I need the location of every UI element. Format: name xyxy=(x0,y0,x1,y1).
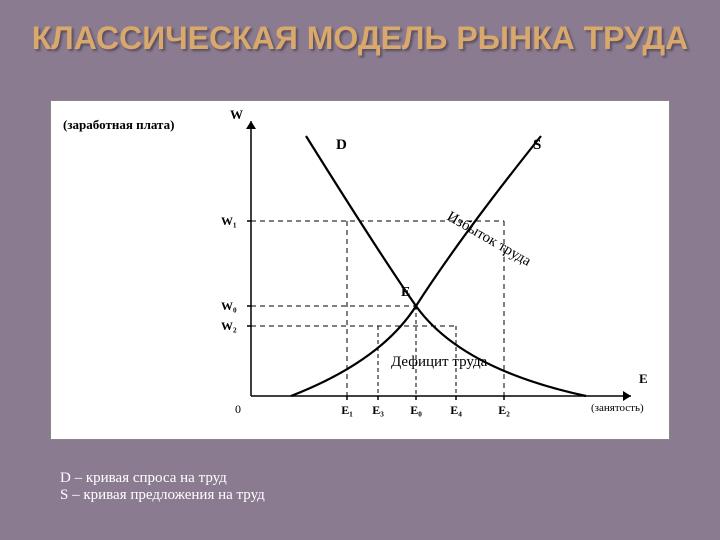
svg-text:W₀: W₀ xyxy=(221,299,237,313)
svg-text:W₂: W₂ xyxy=(221,319,237,333)
svg-text:E: E xyxy=(639,371,648,386)
svg-text:E₂: E₂ xyxy=(498,403,510,417)
slide: КЛАССИЧЕСКАЯ МОДЕЛЬ РЫНКА ТРУДА W (зарабо… xyxy=(0,0,720,540)
svg-text:S: S xyxy=(533,137,541,153)
chart-container: W (заработная плата) E (занятость) 0 W₁ W₀ W₂ E₁… xyxy=(50,100,670,440)
svg-text:Избыток труда: Избыток труда xyxy=(444,209,534,270)
svg-text:Дефицит труда: Дефицит труда xyxy=(391,354,488,370)
svg-text:E₄: E₄ xyxy=(450,403,462,417)
svg-text:(заработная плата): (заработная плата) xyxy=(63,117,174,132)
svg-text:D: D xyxy=(336,137,347,153)
legend: D – кривая спроса на труд S – кривая пре… xyxy=(60,470,265,504)
legend-d: D – кривая спроса на труд xyxy=(60,470,265,487)
svg-text:0: 0 xyxy=(235,402,241,416)
svg-text:(занятость): (занятость) xyxy=(591,402,644,414)
svg-text:W₁: W₁ xyxy=(221,214,237,228)
svg-text:E₀: E₀ xyxy=(410,403,422,417)
legend-s: S – кривая предложения на труд xyxy=(60,487,265,504)
svg-text:E₃: E₃ xyxy=(372,403,384,417)
svg-text:W: W xyxy=(230,107,243,122)
slide-title: КЛАССИЧЕСКАЯ МОДЕЛЬ РЫНКА ТРУДА xyxy=(0,20,720,57)
svg-text:E₁: E₁ xyxy=(341,403,353,417)
svg-text:E: E xyxy=(401,285,410,300)
chart-svg: W (заработная плата) E (занятость) 0 W₁ W₀ W₂ E₁… xyxy=(51,101,671,441)
